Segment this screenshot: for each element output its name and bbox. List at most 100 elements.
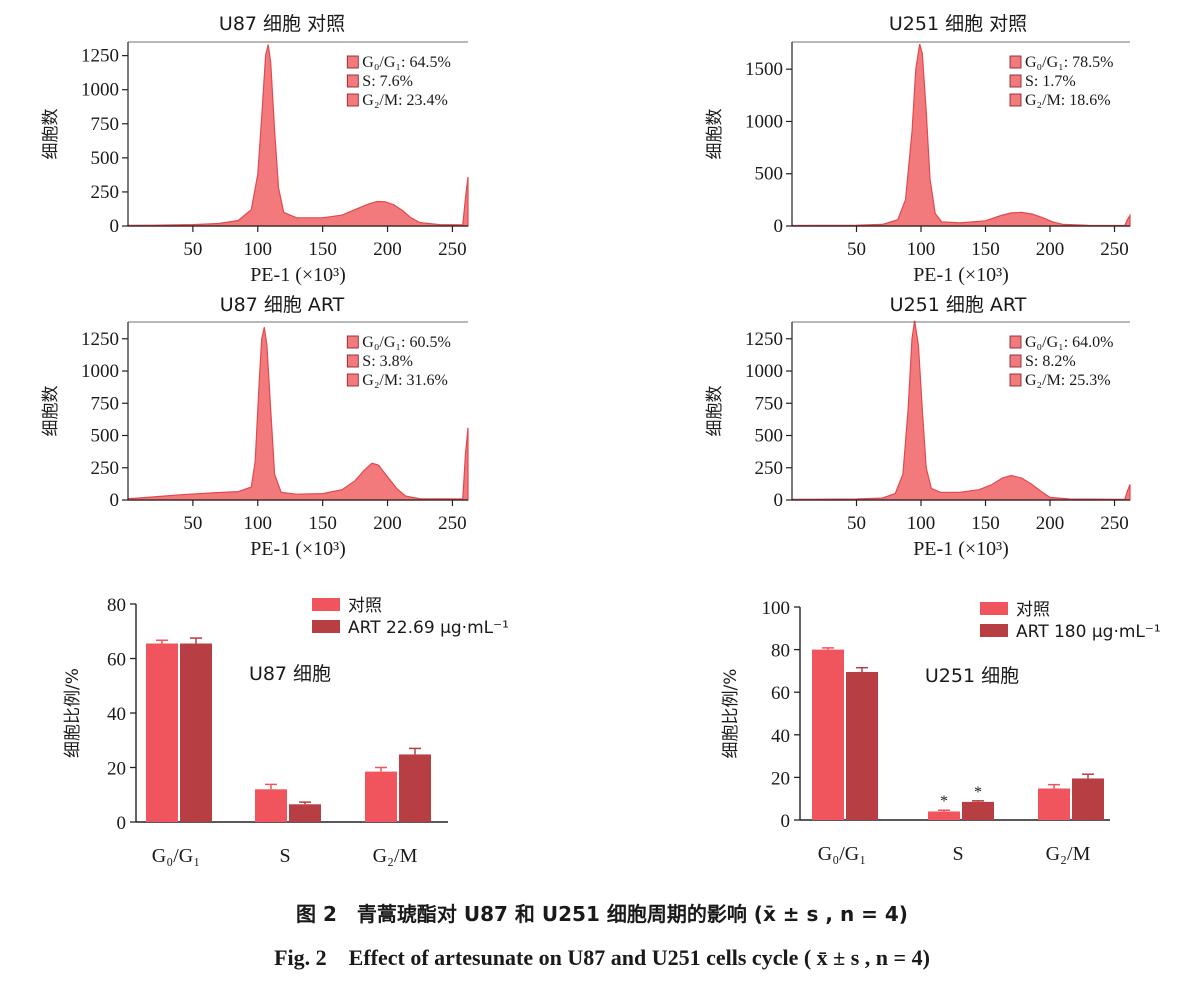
y-tick-label: 750	[755, 393, 784, 414]
y-axis-title: 细胞比例/%	[721, 669, 741, 759]
gate-swatch	[1009, 74, 1022, 88]
bar	[399, 754, 431, 822]
y-tick-label: 40	[771, 726, 790, 747]
legend-swatch	[312, 620, 340, 633]
figure-caption-cn: 图 2 青蒿琥酯对 U87 和 U251 细胞周期的影响 (x̄ ± s , n…	[296, 902, 908, 926]
y-tick-label: 20	[107, 759, 126, 780]
gate-label: S: 3.8%	[362, 353, 413, 370]
y-tick-label: 750	[91, 393, 120, 414]
x-tick-label: 200	[373, 239, 402, 260]
histogram-title: U251 细胞 对照	[889, 13, 1027, 35]
bar	[146, 643, 178, 822]
y-tick-label: 80	[107, 595, 126, 616]
y-tick-label: 0	[774, 490, 784, 511]
gate-label: S: 7.6%	[362, 73, 413, 90]
gate-swatch	[346, 335, 359, 349]
y-tick-label: 500	[755, 426, 784, 447]
y-tick-label: 500	[91, 148, 120, 169]
significance-marker: *	[940, 793, 948, 810]
histogram-curve	[791, 43, 1131, 227]
gate-label: G₀/G₁: 64.5%	[362, 54, 450, 71]
x-tick-label: 150	[308, 513, 337, 534]
legend-swatch	[980, 624, 1008, 637]
bar	[255, 789, 287, 822]
x-tick-label: 50	[847, 239, 866, 260]
y-tick-label: 1000	[81, 361, 119, 382]
gate-label: S: 8.2%	[1025, 353, 1076, 370]
histogram-u87-control: U87 细胞 对照 0 250 500 750 1000 1250 50 100 150 200 25…	[41, 13, 469, 286]
x-tick-label: 50	[183, 239, 202, 260]
y-tick-label: 60	[771, 683, 790, 704]
gate-label: S: 1.7%	[1025, 73, 1076, 90]
y-tick-label: 750	[91, 114, 120, 135]
category-label: G₀/G₁	[152, 845, 200, 867]
bar	[180, 643, 212, 822]
category-label: S	[952, 843, 963, 865]
histogram-curve	[127, 327, 469, 501]
gate-label: G₀/G₁: 64.0%	[1025, 334, 1113, 351]
bar	[962, 801, 994, 820]
gate-swatch	[1009, 335, 1022, 349]
y-tick-label: 0	[774, 216, 784, 237]
category-label: G₀/G₁	[818, 843, 866, 865]
bar-chart-title: U87 细胞	[249, 663, 331, 685]
y-tick-label: 0	[781, 811, 791, 832]
x-tick-label: 100	[907, 239, 936, 260]
y-tick-label: 250	[91, 182, 120, 203]
gate-swatch	[1009, 93, 1022, 107]
y-tick-label: 1500	[745, 59, 783, 80]
y-tick-label: 1250	[745, 329, 783, 350]
x-axis-title: PE-1 (×10³)	[913, 264, 1009, 286]
y-tick-label: 40	[107, 704, 126, 725]
y-tick-label: 100	[762, 598, 791, 619]
histogram-curve	[791, 320, 1131, 501]
category-label: G₂/M	[1046, 843, 1091, 865]
y-tick-label: 1000	[745, 361, 783, 382]
gate-label: G₀/G₁: 60.5%	[362, 334, 450, 351]
gate-swatch	[1009, 55, 1022, 69]
bar	[928, 811, 960, 820]
y-axis-title: 细胞比例/%	[63, 668, 83, 758]
x-tick-label: 200	[1036, 513, 1065, 534]
y-tick-label: 500	[91, 426, 120, 447]
category-label: S	[279, 845, 290, 867]
y-tick-label: 250	[91, 458, 120, 479]
gate-swatch	[1009, 354, 1022, 368]
y-tick-label: 1000	[81, 80, 119, 101]
y-tick-label: 1250	[81, 46, 119, 67]
y-tick-label: 0	[110, 216, 120, 237]
figure-caption-en: Fig. 2 Effect of artesunate on U87 and U…	[274, 945, 930, 970]
legend-label: 对照	[348, 596, 382, 616]
y-axis-title: 细胞数	[41, 386, 61, 437]
legend-label: 对照	[1016, 600, 1050, 620]
y-tick-label: 0	[110, 490, 120, 511]
histogram-u251-control: U251 细胞 对照 0 500 1000 1500 50 100 150 200 250 细胞数 P…	[705, 13, 1131, 286]
x-axis-title: PE-1 (×10³)	[250, 538, 346, 560]
histogram-title: U251 细胞 ART	[890, 294, 1027, 316]
bar	[1038, 788, 1070, 820]
histogram-u251-art: U251 细胞 ART 0 250 500 750 1000 1250 50 100 150 200…	[705, 294, 1131, 560]
histogram-curve	[127, 44, 469, 227]
gate-swatch	[346, 93, 359, 107]
gate-swatch	[346, 354, 359, 368]
histogram-title: U87 细胞 对照	[219, 13, 345, 35]
y-axis-title: 细胞数	[705, 386, 725, 437]
legend-label: ART 180 μg·mL⁻¹	[1016, 622, 1161, 642]
bar	[365, 771, 397, 822]
category-label: G₂/M	[373, 845, 418, 867]
y-axis-title: 细胞数	[41, 109, 61, 160]
gate-label: G₂/M: 23.4%	[362, 92, 448, 109]
x-axis-title: PE-1 (×10³)	[250, 264, 346, 286]
x-tick-label: 150	[971, 239, 1000, 260]
x-axis-title: PE-1 (×10³)	[913, 538, 1009, 560]
x-tick-label: 250	[1100, 239, 1129, 260]
legend-swatch	[980, 602, 1008, 615]
bar-chart-u251: 0 20 40 60 80 100 细胞比例/% G₀/G₁ * * S G₂/M U251 细胞 对照A…	[721, 598, 1161, 865]
x-tick-label: 100	[244, 239, 273, 260]
gate-label: G₂/M: 31.6%	[362, 372, 448, 389]
y-tick-label: 1000	[745, 111, 783, 132]
gate-swatch	[346, 74, 359, 88]
x-tick-label: 200	[1036, 239, 1065, 260]
gate-swatch	[346, 373, 359, 387]
